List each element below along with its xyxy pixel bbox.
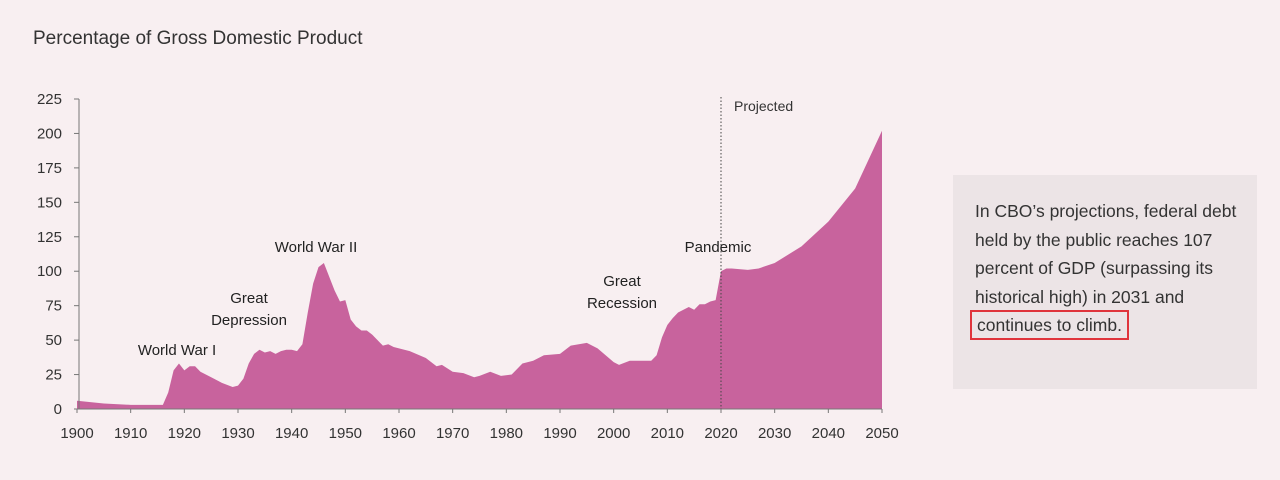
annotation: World War I [137,342,217,359]
sidebar: In CBO’s projections, federal debt held … [953,175,1257,389]
annotation: World War II [274,239,358,256]
x-tick-label: 1920 [168,425,201,442]
x-tick-label: 1910 [114,425,147,442]
x-tick-label: 1980 [490,425,523,442]
y-tick-label: 25 [45,367,62,384]
x-tick-label: 1940 [275,425,308,442]
x-tick-label: 2010 [651,425,684,442]
y-tick-label: 75 [45,298,62,315]
y-tick-label: 100 [37,263,62,280]
chart-title: Percentage of Gross Domestic Product [33,28,363,49]
x-tick-label: 1970 [436,425,469,442]
y-tick-label: 200 [37,125,62,142]
annotation: Pandemic [684,239,752,256]
x-tick-label: 1950 [329,425,362,442]
x-tick-label: 1990 [543,425,576,442]
x-tick-label: 2020 [704,425,737,442]
y-tick-label: 50 [45,332,62,349]
sidebar-body: In CBO’s projections, federal debt held … [975,201,1237,307]
y-tick-label: 175 [37,160,62,177]
y-tick-label: 225 [37,91,62,108]
sidebar-highlight: continues to climb. [970,310,1129,340]
x-tick-label: 1900 [60,425,93,442]
projection-label: Projected [734,98,793,114]
x-tick-label: 2030 [758,425,791,442]
sidebar-text: In CBO’s projections, federal debt held … [970,197,1237,340]
x-tick-label: 2050 [865,425,898,442]
annotation: Great Depression [211,290,287,329]
area [77,130,882,409]
x-tick-label: 1930 [221,425,254,442]
y-tick-label: 125 [37,229,62,246]
x-tick-label: 2000 [597,425,630,442]
x-tick-label: 2040 [812,425,845,442]
y-tick-label: 0 [54,401,62,418]
annotation: Great Recession [586,273,658,312]
y-tick-label: 150 [37,194,62,211]
x-tick-label: 1960 [382,425,415,442]
